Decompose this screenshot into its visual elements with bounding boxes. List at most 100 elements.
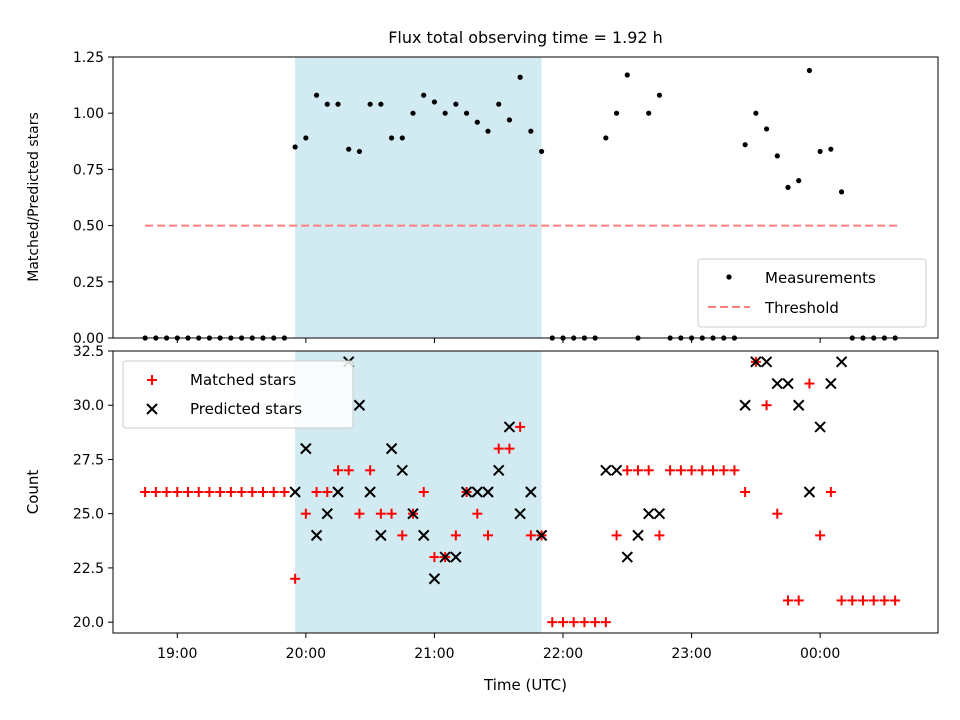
predicted-stars-point [835,356,848,368]
predicted-stars-point [418,529,430,542]
y-tick-label: 0.00 [73,331,104,347]
matched-stars-point [215,487,226,497]
measurements-point [335,101,341,107]
measurements-point [388,135,395,141]
matched-stars-point [450,530,461,541]
legend-matched-marker [147,375,157,385]
matched-stars-point [258,487,268,497]
matched-stars-point [247,487,258,497]
measurements-point [463,110,470,116]
measurements-point [474,119,480,125]
y-tick-label: 0.25 [73,275,104,291]
measurements-point [506,117,513,123]
x-tick-label: 22:00 [543,646,583,662]
matched-stars-point [365,465,376,476]
legend-predicted-label: Predicted stars [190,400,302,418]
predicted-stars-point [514,507,526,520]
matched-stars-point [472,508,483,519]
y-tick-label: 0.75 [73,162,104,178]
measurements-point [624,72,630,78]
measurements-point [517,74,523,80]
matched-stars-point [890,595,901,606]
measurements-point [367,101,373,107]
top-plot-ylabel: Matched/Predicted stars [26,112,42,282]
matched-stars-point [193,487,204,497]
measurements-point [603,135,609,141]
predicted-stars-point [621,551,633,563]
predicted-stars-point [482,486,494,498]
predicted-stars-point [782,377,794,390]
predicted-stars-point [439,551,451,563]
matched-stars-point [333,465,343,476]
y-tick-label: 25.0 [73,507,104,523]
predicted-stars-point [375,529,387,542]
predicted-stars-point [814,421,826,433]
predicted-stars-point [771,377,783,390]
top-plot: 0.00 0.25 0.50 0.75 1.00 1.25 Flux total obse… [26,28,939,347]
predicted-stars-point [535,529,548,542]
bottom-plot-legend: Matched stars Predicted stars [122,360,354,429]
measurements-point [656,92,663,98]
predicted-stars-point [289,486,301,498]
measurements-point [496,101,502,107]
matched-stars-point [804,378,815,389]
bottom-plot-ylabel: Count [24,470,42,515]
measurements-point [785,184,791,190]
predicted-stars-point [364,486,376,498]
legend-threshold-label: Threshold [764,299,839,317]
matched-stars-point [643,465,654,476]
matched-stars-point [322,487,333,497]
y-tick-label: 20.0 [73,615,104,631]
matched-stars-point [836,595,847,606]
measurements-point [292,144,298,150]
matched-stars-point [579,617,590,628]
predicted-stars-point [739,399,751,411]
matched-stars-point [504,443,515,454]
matched-stars-point [675,465,686,476]
matched-stars-point [740,487,751,497]
matched-stars-point [515,421,526,432]
matched-stars-point [686,465,697,476]
y-tick-label: 0.50 [73,219,104,235]
predicted-stars-point [600,464,612,477]
measurements-point [378,101,384,107]
measurements-point [796,178,802,184]
matched-stars-point [622,465,633,476]
matched-stars-point [429,552,440,563]
x-tick-label: 21:00 [414,646,454,662]
matched-stars-point [386,508,397,519]
measurements-point [828,146,834,152]
matched-stars-point [343,465,354,476]
matched-stars-point [858,595,868,606]
matched-stars-point [161,487,172,497]
predicted-stars-point [803,486,816,498]
y-tick-label: 27.5 [73,452,104,468]
measurements-point [485,128,491,134]
top-plot-title: Flux total observing time = 1.92 h [388,28,663,47]
predicted-stars-point [300,442,312,455]
y-tick-label: 22.5 [73,561,104,577]
legend-measurements-marker [726,274,732,280]
matched-stars-point [375,508,386,519]
matched-stars-point [236,487,247,497]
measurements-point [538,148,545,155]
bottom-plot: 19:00 20:00 21:00 22:00 23:00 00:00 20.0 22.5 2… [24,344,939,694]
y-tick-label: 30.0 [73,398,104,414]
legend-matched-label: Matched stars [190,371,296,389]
matched-stars-point [140,487,151,497]
measurements-point [431,99,438,105]
measurements-point [646,110,652,116]
x-tick-label: 23:00 [671,646,711,662]
y-tick-label: 1.25 [73,50,104,66]
predicted-stars-point [525,486,537,498]
measurements-point [528,128,534,134]
matched-stars-point [279,487,290,497]
matched-stars-point [697,465,708,476]
matched-stars-point [311,487,322,497]
predicted-stars-point [503,421,516,433]
matched-stars-point [590,617,601,628]
legend-measurements-label: Measurements [765,269,876,287]
measurements-point [442,110,448,116]
matched-stars-point [718,465,729,476]
